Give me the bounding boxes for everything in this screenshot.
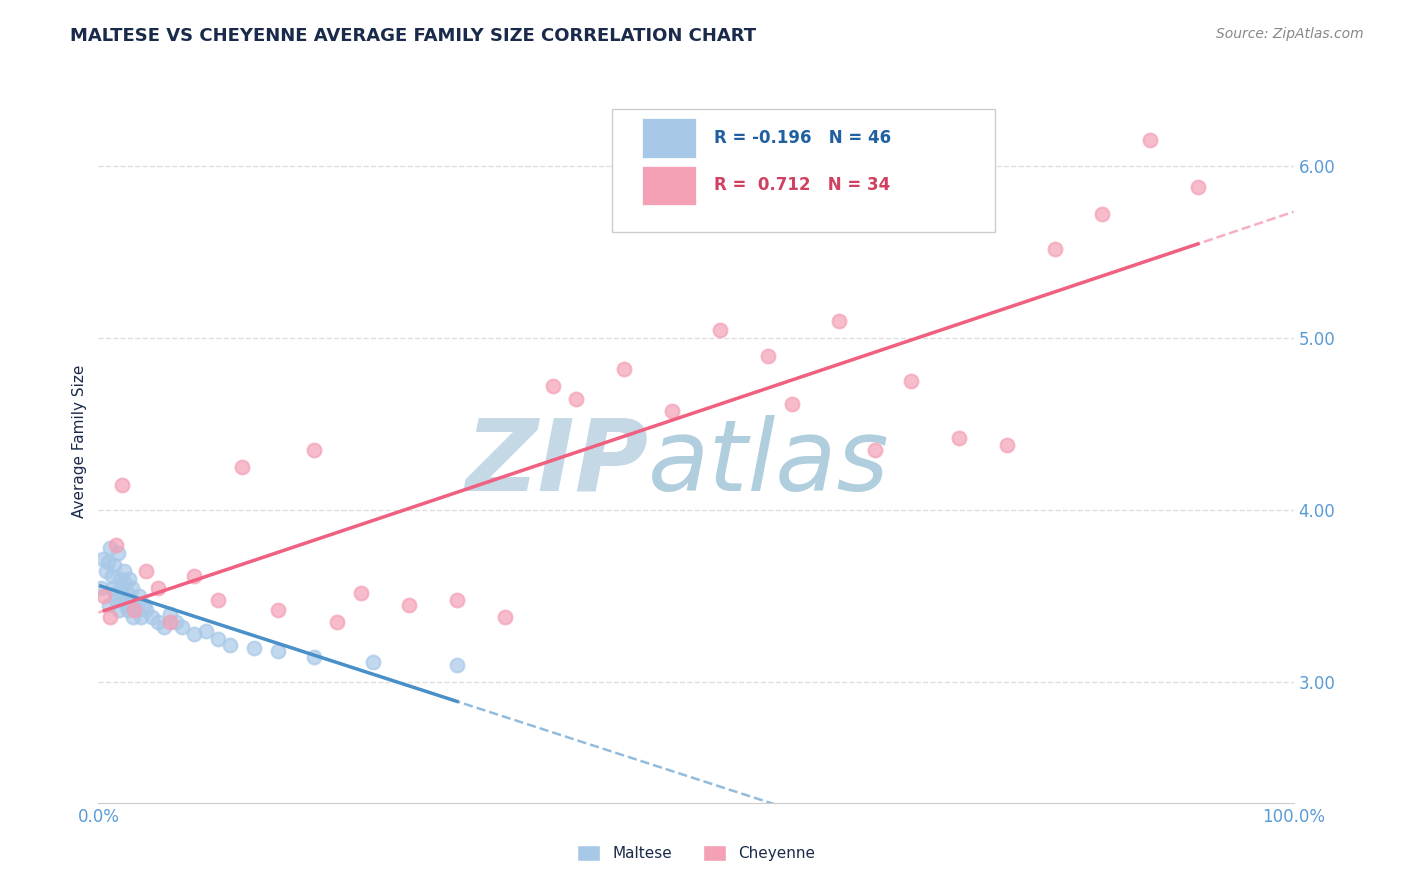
FancyBboxPatch shape (643, 118, 696, 158)
Point (494, 610, 516, 624)
Point (117, 603, 139, 617)
Point (111, 590, 134, 604)
Point (121, 581, 143, 595)
Point (93, 590, 115, 604)
Point (828, 314, 851, 328)
Point (141, 610, 163, 624)
Point (302, 443, 325, 458)
Point (302, 649, 325, 664)
Point (125, 603, 148, 617)
Y-axis label: Average Family Size: Average Family Size (72, 365, 87, 518)
Point (128, 590, 150, 604)
Point (100, 568, 122, 582)
Point (131, 610, 153, 624)
Point (122, 610, 145, 624)
Point (103, 558, 125, 573)
Point (900, 374, 922, 388)
Point (118, 572, 141, 586)
Point (243, 640, 266, 655)
Point (120, 592, 142, 607)
Point (219, 638, 242, 652)
Point (98, 610, 122, 624)
Point (1091, 207, 1114, 221)
Point (541, 379, 564, 393)
Point (97, 555, 120, 569)
Text: R =  0.712   N = 34: R = 0.712 N = 34 (714, 177, 890, 194)
Point (135, 564, 157, 578)
Point (91, 551, 114, 566)
Point (1139, 133, 1161, 147)
Point (148, 615, 170, 630)
Point (613, 362, 636, 376)
Point (446, 592, 468, 607)
Point (90, 581, 112, 595)
Text: ZIP: ZIP (465, 415, 648, 512)
Point (709, 323, 731, 337)
Point (98, 541, 122, 556)
Point (207, 632, 229, 647)
Point (756, 349, 779, 363)
Point (350, 586, 373, 600)
Point (159, 615, 181, 630)
Point (159, 607, 181, 621)
Point (780, 397, 803, 411)
Point (104, 586, 127, 600)
Text: MALTESE VS CHEYENNE AVERAGE FAMILY SIZE CORRELATION CHART: MALTESE VS CHEYENNE AVERAGE FAMILY SIZE … (70, 27, 756, 45)
Point (207, 592, 229, 607)
Point (172, 620, 194, 634)
Point (661, 403, 683, 417)
Point (267, 644, 290, 658)
Text: atlas: atlas (648, 415, 890, 512)
Point (112, 564, 135, 578)
Point (948, 431, 970, 445)
Point (108, 572, 131, 586)
Point (114, 575, 136, 590)
Point (363, 655, 385, 669)
Point (115, 598, 138, 612)
Text: Source: ZipAtlas.com: Source: ZipAtlas.com (1216, 27, 1364, 41)
Point (132, 598, 155, 612)
Legend: Maltese, Cheyenne: Maltese, Cheyenne (571, 839, 821, 867)
Point (107, 603, 129, 617)
Point (105, 592, 128, 607)
Point (98, 598, 121, 612)
Point (94, 564, 117, 578)
FancyBboxPatch shape (613, 109, 995, 232)
Point (326, 615, 349, 630)
Point (101, 581, 124, 595)
Point (111, 477, 134, 491)
Point (446, 658, 468, 673)
Point (1043, 242, 1066, 256)
Point (124, 598, 146, 612)
Point (110, 581, 132, 595)
Point (107, 546, 129, 560)
Point (267, 603, 290, 617)
Point (153, 620, 176, 634)
Point (124, 603, 146, 617)
Point (135, 603, 157, 617)
Point (115, 586, 138, 600)
Point (398, 598, 420, 612)
Point (995, 438, 1018, 452)
Point (183, 627, 205, 641)
Point (865, 443, 887, 458)
Point (148, 581, 170, 595)
Point (105, 538, 128, 552)
Point (165, 615, 187, 630)
Point (231, 460, 253, 475)
Point (183, 568, 205, 582)
Point (565, 392, 588, 406)
FancyBboxPatch shape (643, 166, 696, 205)
Point (1187, 180, 1209, 194)
Point (195, 624, 218, 638)
Text: R = -0.196   N = 46: R = -0.196 N = 46 (714, 128, 891, 146)
